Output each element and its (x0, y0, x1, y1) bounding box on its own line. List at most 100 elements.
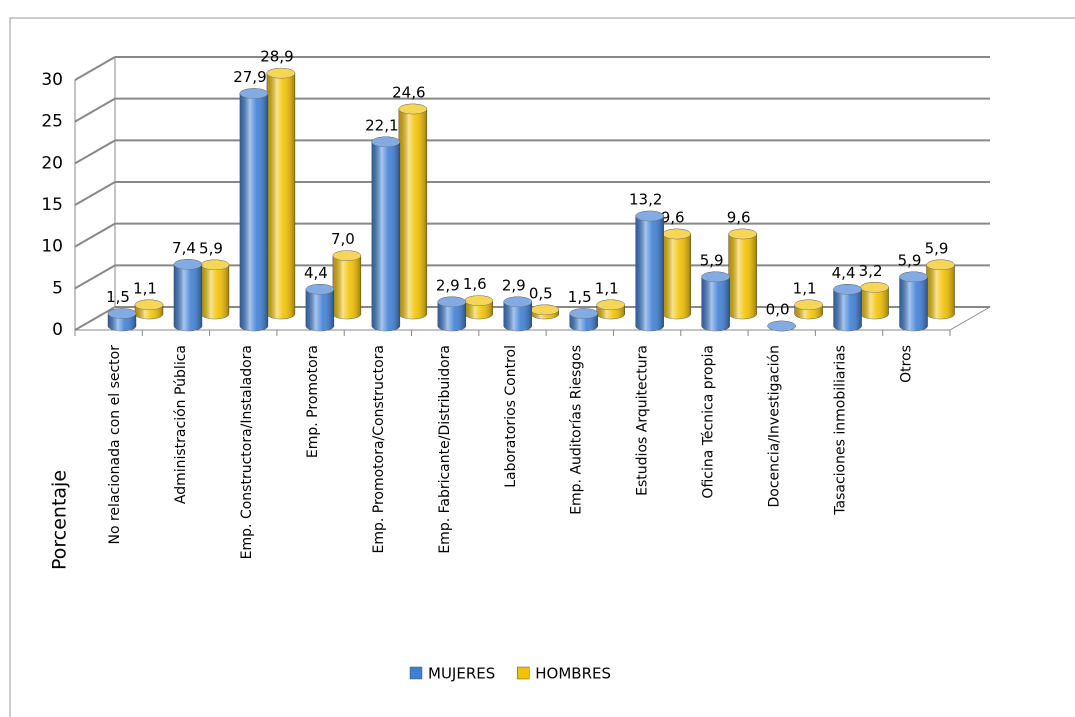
bar-top (899, 271, 928, 283)
bar-top (767, 320, 796, 332)
floor-edge (949, 306, 991, 331)
bar-top-shine (899, 271, 928, 282)
bar-top (398, 103, 428, 115)
bar-top-shine (662, 229, 691, 239)
value-label: 28,9 (260, 48, 293, 66)
x-tick-label: Docencia/Investigación (767, 345, 783, 507)
bar-top (728, 228, 757, 240)
bar-top-shine (728, 229, 757, 239)
bar-shine (305, 284, 334, 332)
bar-top (239, 88, 269, 99)
bar-top-shine (173, 259, 202, 270)
value-label: 5,9 (925, 239, 949, 257)
grid-line (74, 264, 116, 290)
value-label: 5,9 (199, 239, 223, 257)
value-label: 1,1 (595, 279, 619, 297)
x-tick-label: Oficina Técnica propia (701, 345, 717, 499)
grid-line (74, 97, 116, 123)
bar-shine (662, 229, 691, 319)
bar-shine (899, 271, 928, 332)
bar-top-shine (108, 308, 136, 319)
bar-top-shine (332, 250, 361, 261)
value-label: 2,9 (502, 276, 526, 294)
bar-top-shine (860, 282, 889, 293)
bar-top-shine (305, 284, 334, 295)
value-label: 9,6 (727, 209, 751, 227)
bar-shine (266, 68, 295, 320)
x-tick-label: Emp. Constructora/Instaladora (239, 345, 255, 559)
bar-top-shine (596, 299, 625, 310)
bar-top-shine (135, 299, 163, 310)
x-tick-label: Administración Pública (173, 345, 189, 504)
x-tick-label: Estudios Arquitectura (635, 345, 651, 496)
y-tick-label: 30 (41, 70, 63, 90)
bar-top-shine (398, 104, 427, 114)
bar-top (107, 308, 137, 319)
frame (9, 17, 1075, 717)
x-tick-label: Otros (899, 345, 915, 383)
value-label: 1,1 (133, 279, 157, 297)
bar-top (437, 296, 467, 308)
y-tick-label: 10 (41, 237, 63, 257)
y-axis-label: Porcentaje (49, 470, 71, 570)
value-label: 27,9 (233, 68, 266, 86)
grid-line (74, 56, 116, 81)
bar-shine (728, 229, 757, 319)
x-tick-label: Emp. Auditorías Riesgos (569, 345, 585, 515)
value-label: 13,2 (629, 191, 662, 209)
value-label: 5,9 (700, 251, 724, 269)
bar-shine (200, 259, 229, 319)
value-label: 1,5 (568, 288, 592, 306)
x-tick-label: Emp. Fabricante/Distribuidora (437, 345, 453, 554)
legend-label: MUJERES (428, 665, 495, 683)
bar-top (503, 296, 533, 308)
bar-top-shine (437, 296, 466, 307)
bar-top-shine (200, 259, 229, 270)
bar-shine (173, 259, 202, 332)
bar-shine (926, 259, 955, 319)
value-label: 3,2 (859, 262, 883, 280)
bar-top (794, 299, 823, 311)
bar-shine (833, 284, 862, 332)
bar-top (266, 67, 296, 79)
bar-top (173, 259, 203, 270)
bar-top-shine (464, 295, 493, 306)
bar-shine (635, 211, 664, 332)
bar-top (701, 271, 730, 283)
bar-top-shine (371, 136, 400, 147)
value-label: 24,6 (392, 84, 425, 102)
grid-line (74, 222, 116, 248)
bar-top (596, 299, 625, 311)
value-label: 0,0 (766, 301, 790, 319)
bar-top-shine (635, 211, 664, 221)
bar-top-shine (926, 259, 955, 270)
value-label: 7,0 (331, 230, 355, 248)
bar-top (569, 308, 598, 319)
bar-shine (239, 88, 268, 332)
bar-shine (371, 136, 400, 332)
bar-shine (701, 271, 730, 332)
bar-top-shine (833, 284, 862, 295)
legend-swatch (517, 666, 530, 680)
grid-line (74, 139, 116, 165)
bar-top (833, 284, 862, 295)
legend-swatch (409, 666, 423, 680)
bar-top (371, 136, 401, 148)
bar-top-shine (503, 296, 532, 307)
value-label: 1,5 (106, 288, 130, 306)
x-tick-label: Laboratorios Control (503, 345, 519, 488)
y-tick-label: 15 (41, 195, 63, 215)
bar-top-shine (701, 271, 730, 282)
bar-top-shine (569, 308, 598, 319)
grid-line (74, 306, 116, 331)
bar-shine (332, 250, 361, 319)
value-label: 4,4 (832, 264, 856, 282)
value-label: 4,4 (304, 264, 328, 282)
bar-shine (398, 104, 427, 320)
value-label: 9,6 (661, 209, 685, 227)
bar-top-shine (266, 68, 295, 79)
y-tick-label: 20 (41, 153, 63, 173)
value-label: 5,9 (898, 251, 922, 269)
y-tick-label: 0 (52, 320, 63, 340)
